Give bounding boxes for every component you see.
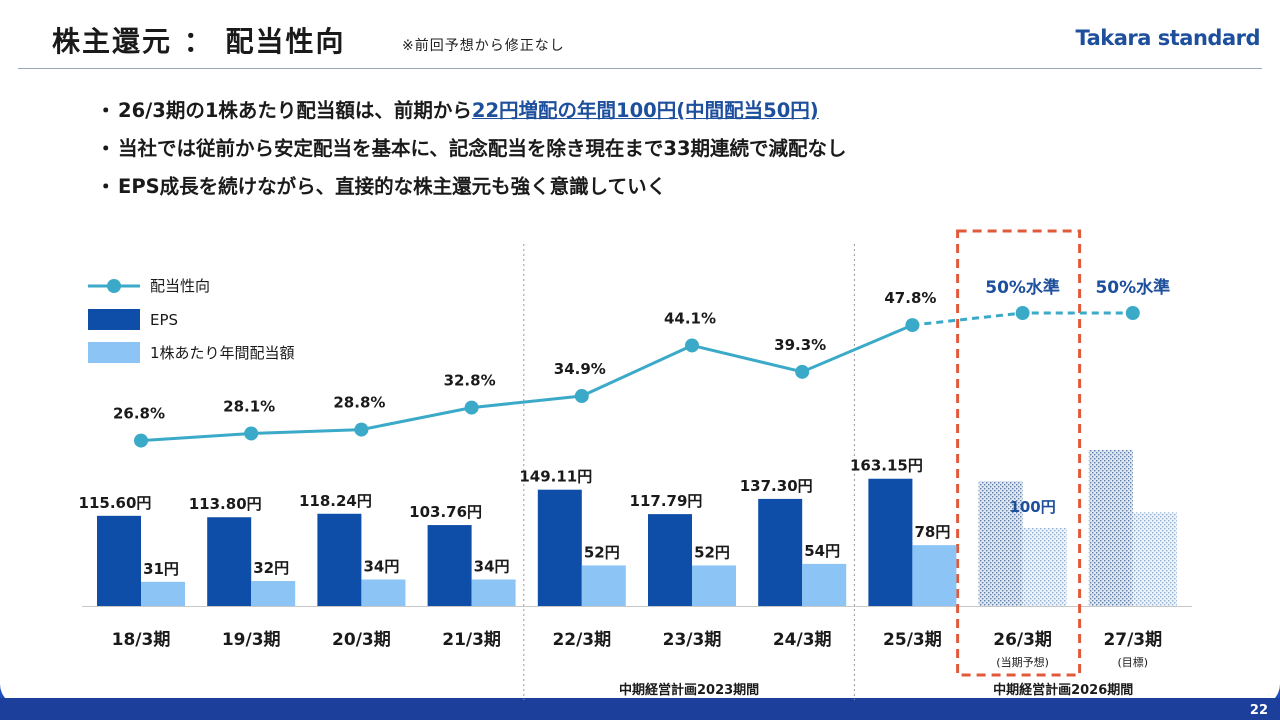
eps-bar [537, 489, 582, 606]
dividend-bar [581, 565, 626, 606]
payout-point [905, 318, 920, 333]
eps-label: 117.79円 [630, 492, 703, 510]
legend-label-payout: 配当性向 [150, 277, 210, 295]
bullet-marker: ・ [96, 99, 116, 122]
period-label-2026: 中期経営計画2026期間 [993, 682, 1133, 698]
payout-label: 34.9% [554, 360, 606, 378]
payout-point [795, 364, 810, 379]
dividend-bar [251, 581, 296, 606]
eps-label: 113.80円 [189, 495, 262, 513]
eps-bar [207, 517, 252, 606]
category-label: 24/3期 [773, 630, 832, 650]
eps-label: 149.11円 [519, 468, 592, 486]
dividend-bar [1132, 512, 1177, 606]
legend-label-dividend: 1株あたり年間配当額 [150, 344, 295, 362]
payout-label: 28.1% [223, 397, 275, 415]
category-label: 26/3期 [993, 630, 1052, 650]
page-title: 株主還元 ： 配当性向 [52, 25, 346, 58]
payout-point [464, 400, 479, 415]
eps-bar [317, 513, 362, 606]
dividend-bar [1022, 528, 1067, 606]
eps-label: 137.30円 [740, 477, 813, 495]
eps-bar [97, 515, 141, 606]
category-label: 19/3期 [222, 630, 281, 650]
payout-label: 26.8% [113, 405, 165, 423]
eps-bar [868, 478, 913, 606]
eps-bar [648, 514, 692, 606]
dividend-bar [471, 579, 516, 606]
dividend-label: 52円 [584, 543, 620, 561]
category-label: 18/3期 [112, 630, 171, 650]
category-label: 27/3期 [1103, 630, 1162, 650]
forecast-highlight-box [956, 229, 1082, 677]
legend-point-swatch [107, 279, 121, 293]
payout-label: 47.8% [884, 289, 936, 307]
header-note: ※前回予想から修正なし [402, 38, 565, 54]
dividend-label: 32円 [253, 559, 289, 577]
payout-point [1015, 306, 1030, 320]
payout-line-actual [140, 323, 913, 443]
dividend-label: 54円 [804, 542, 840, 560]
bullet-item: ・ 26/3期の1株あたり配当額は、前期から22円増配の年間100円(中間配当50… [96, 92, 847, 130]
eps-bar [1088, 450, 1133, 606]
payout-label: 50%水準 [1095, 277, 1170, 298]
bullet-text: 26/3期の1株あたり配当額は、前期から [118, 99, 472, 122]
legend-dividend-swatch [88, 342, 140, 363]
dividend-label: 52円 [694, 543, 730, 561]
payout-label: 50%水準 [985, 277, 1060, 298]
page-number: 22 [1249, 703, 1268, 718]
payout-label: 39.3% [774, 336, 826, 354]
payout-point [134, 433, 148, 448]
payout-label: 28.8% [333, 394, 385, 412]
bullet-item: ・当社では従前から安定配当を基本に、記念配当を除き現在まで33期連続で減配なし [96, 130, 847, 168]
dividend-bar [912, 545, 957, 606]
eps-label: 103.76円 [409, 503, 482, 521]
legend-label-eps: EPS [150, 311, 178, 329]
dividend-label: 78円 [914, 523, 950, 541]
bullet-highlight: 22円増配の年間100円(中間配当50円) [471, 99, 819, 122]
dividend-label: 31円 [143, 560, 179, 578]
dividend-bar [802, 563, 847, 606]
category-label: 23/3期 [663, 630, 722, 650]
category-label: 22/3期 [552, 630, 611, 650]
payout-label: 32.8% [444, 372, 496, 390]
eps-label: 163.15円 [850, 457, 923, 475]
period-label-2023: 中期経営計画2023期間 [619, 682, 759, 698]
bullet-text: EPS成長を続けながら、直接的な株主還元も強く意識していく [118, 175, 667, 198]
payout-point [1125, 306, 1140, 320]
payout-point [574, 389, 589, 404]
category-label: 21/3期 [442, 630, 501, 650]
dividend-label: 34円 [363, 557, 399, 575]
footer-band: 22 [0, 698, 1280, 720]
dividend-bar [361, 579, 406, 606]
dividend-label: 100円 [1009, 498, 1055, 516]
payout-point [354, 422, 369, 437]
eps-bar [427, 525, 472, 606]
eps-bar [758, 498, 803, 606]
eps-label: 118.24円 [299, 492, 372, 510]
bullet-marker: ・ [96, 137, 116, 160]
dividend-bar [692, 565, 736, 606]
payout-label: 44.1% [664, 309, 716, 327]
bullet-text: 当社では従前から安定配当を基本に、記念配当を除き現在まで33期連続で減配なし [118, 137, 847, 160]
eps-label: 115.60円 [79, 494, 152, 512]
category-sublabel: (当期予想) [996, 655, 1049, 669]
bullet-item: ・ EPS成長を続けながら、直接的な株主還元も強く意識していく [96, 168, 847, 206]
payout-point [685, 338, 699, 353]
bullet-marker: ・ [96, 175, 116, 198]
dividend-label: 34円 [474, 557, 510, 575]
company-logo: Takara standard [1075, 26, 1260, 50]
category-sublabel: (目標) [1118, 655, 1149, 669]
bullet-list: ・ 26/3期の1株あたり配当額は、前期から22円増配の年間100円(中間配当50… [96, 92, 847, 206]
category-label: 20/3期 [332, 630, 391, 650]
legend-eps-swatch [88, 309, 140, 330]
payout-point [244, 426, 259, 441]
category-label: 25/3期 [883, 630, 942, 650]
header-divider [18, 68, 1262, 69]
eps-bar [978, 481, 1023, 606]
dividend-bar [141, 581, 185, 606]
